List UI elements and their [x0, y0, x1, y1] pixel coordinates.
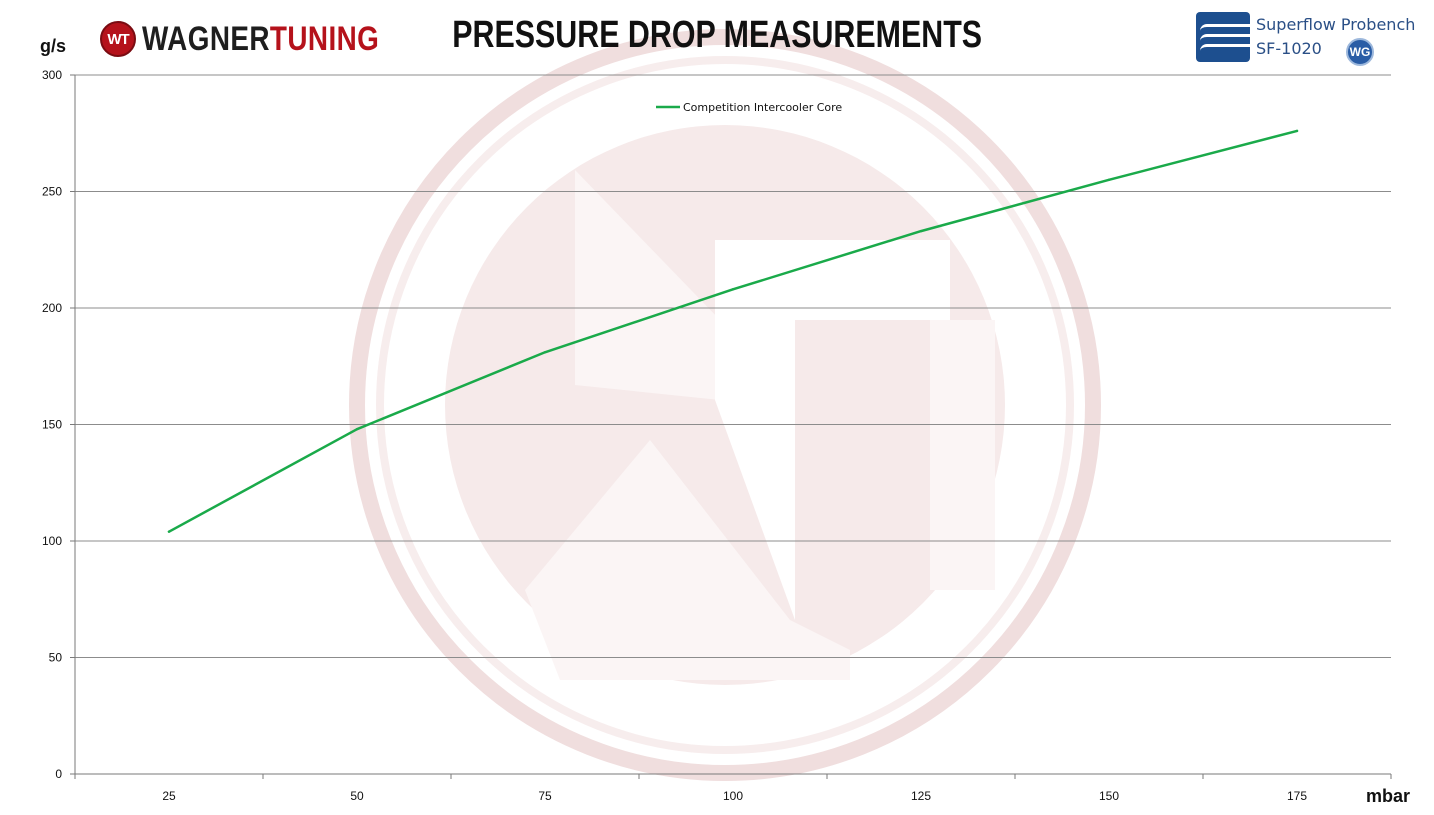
tick-labels: 0 50 100 150 200 250 300 25 50 75 100 125 150 175	[42, 68, 1307, 803]
data-point	[731, 288, 735, 291]
watermark-w-base	[525, 440, 850, 680]
axes	[74, 75, 1392, 779]
y-tick-label: 100	[42, 534, 62, 548]
x-tick-label: 125	[911, 789, 931, 803]
superflow-logo: Superflow Probench SF-1020 WG	[1196, 12, 1426, 72]
y-axis-label: g/s	[40, 36, 67, 56]
x-tick-label: 75	[538, 789, 552, 803]
wagner-badge-icon: WT	[100, 21, 136, 57]
wagner-tuning-logo: WT WAGNERTUNING	[100, 18, 431, 60]
bench-name: Superflow Probench	[1256, 15, 1416, 34]
data-point	[167, 530, 171, 533]
wagner-watermark-logo	[349, 29, 1101, 781]
y-tick-label: 50	[49, 651, 63, 665]
watermark-outer-ring	[349, 29, 1101, 781]
brand-wordmark: WAGNERTUNING	[142, 20, 379, 59]
y-tick-label: 0	[55, 767, 62, 781]
bench-model: SF-1020	[1256, 39, 1322, 58]
watermark-t-bar	[715, 240, 950, 620]
chart-title: PRESSURE DROP MEASUREMENTS	[0, 14, 1434, 57]
x-tick-label: 150	[1099, 789, 1119, 803]
chart-title-text: PRESSURE DROP MEASUREMENTS	[452, 14, 982, 56]
legend: Competition Intercooler Core	[656, 101, 842, 114]
y-tick-label: 150	[42, 418, 62, 432]
y-tick-label: 250	[42, 185, 62, 199]
brand-wordmark-part2: TUNING	[269, 19, 380, 58]
y-tick-label: 200	[42, 301, 62, 315]
y-tick-label: 300	[42, 68, 62, 82]
data-point	[919, 229, 923, 233]
data-point	[543, 351, 547, 354]
superflow-icon	[1196, 12, 1250, 62]
watermark-inner-ring	[376, 56, 1074, 754]
gridlines	[70, 74, 1391, 775]
legend-label: Competition Intercooler Core	[683, 101, 842, 114]
data-point	[355, 427, 359, 431]
data-point	[1295, 129, 1299, 133]
x-tick-label: 50	[350, 789, 364, 803]
x-tick-label: 25	[162, 789, 176, 803]
data-point	[1107, 178, 1111, 182]
x-axis-label: mbar	[1366, 786, 1411, 806]
wg-badge-icon: WG	[1346, 38, 1374, 66]
x-tick-label: 175	[1287, 789, 1307, 803]
series-layer	[167, 129, 1299, 533]
x-tick-label: 100	[723, 789, 743, 803]
watermark-t-stem	[930, 320, 995, 590]
brand-wordmark-part1: WAGNER	[142, 19, 270, 58]
watermark-w-left	[575, 170, 720, 400]
